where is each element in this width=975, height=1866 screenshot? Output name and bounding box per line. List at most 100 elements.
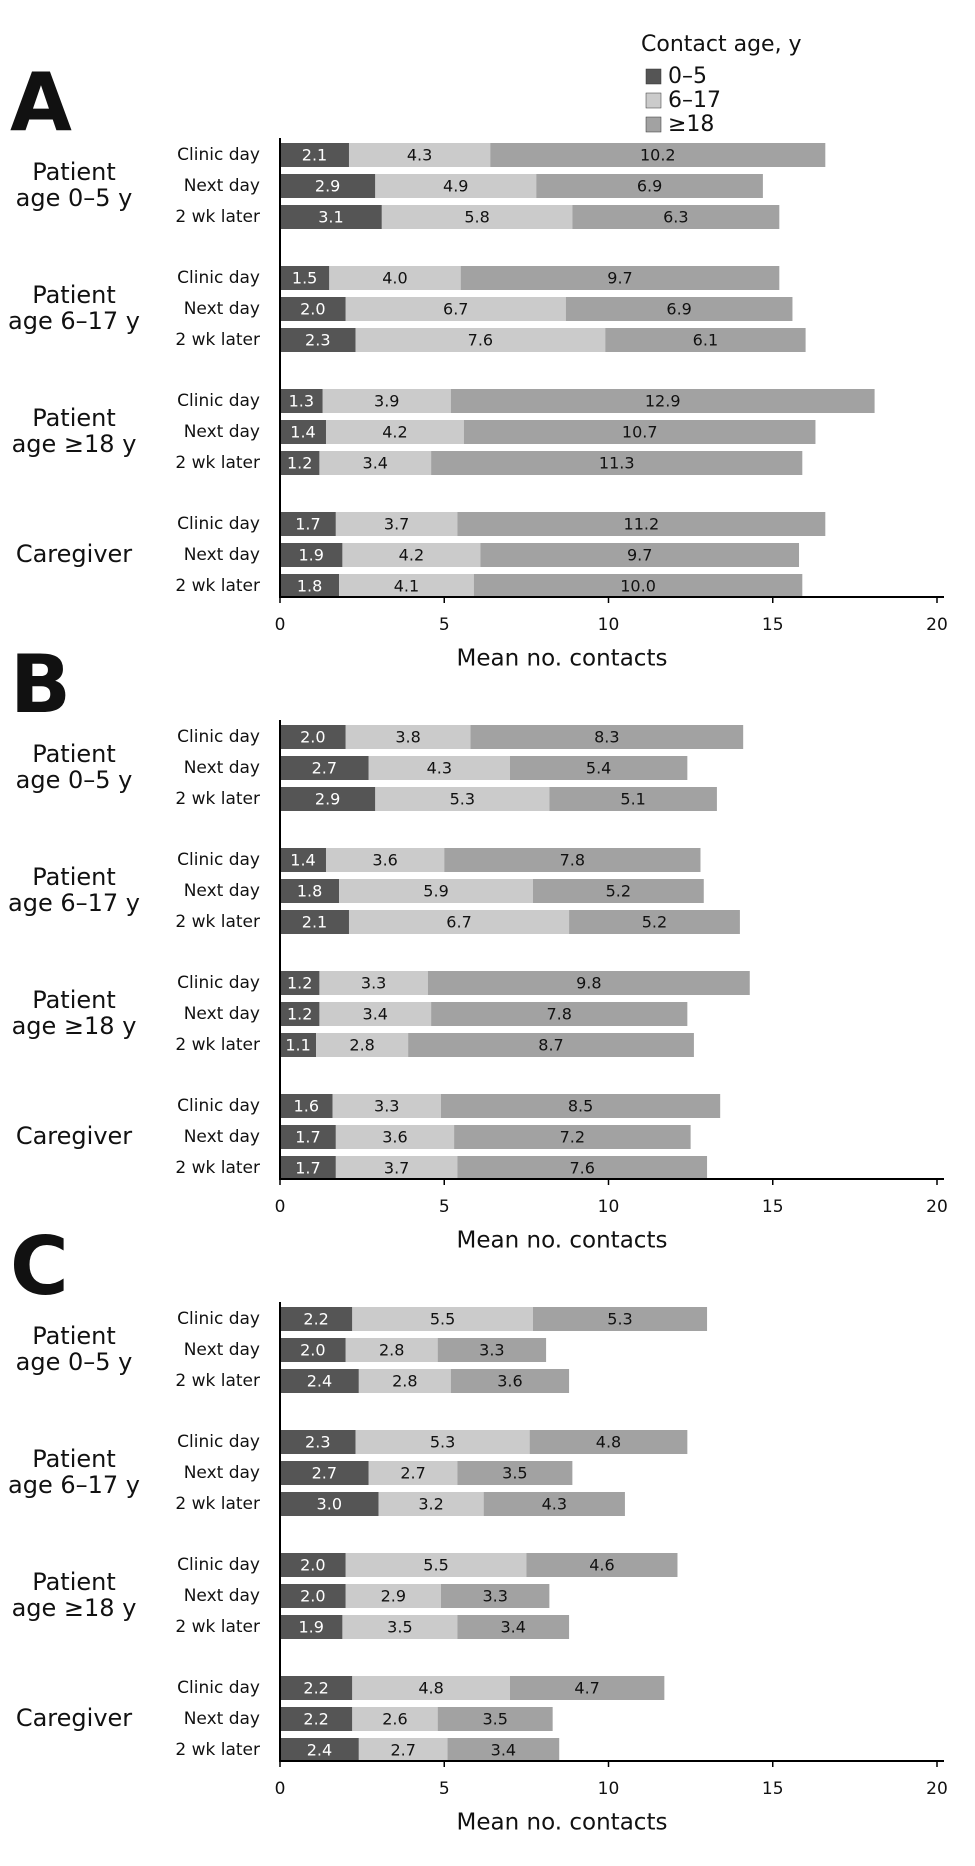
value-label: 3.4 — [501, 1618, 526, 1637]
bar-segment — [352, 1307, 533, 1331]
bar-segment — [280, 1553, 346, 1577]
value-label: 1.7 — [295, 515, 320, 534]
bar-segment — [572, 205, 780, 229]
value-label: 2.8 — [349, 1036, 374, 1055]
bar-segment — [352, 1707, 438, 1731]
legend-swatch — [645, 92, 662, 109]
bar-segment — [509, 1676, 665, 1700]
bar-segment — [345, 1584, 441, 1608]
bar-segment — [280, 725, 346, 749]
group-label: Patient — [32, 863, 116, 891]
x-axis-label: Mean no. contacts — [457, 646, 668, 672]
bar-segment — [358, 1369, 451, 1393]
panel-letter: B — [10, 638, 71, 731]
value-label: 11.3 — [599, 454, 635, 473]
value-label: 12.9 — [645, 392, 681, 411]
group-label: Patient — [32, 740, 116, 768]
group-label: age 6–17 y — [8, 307, 140, 335]
bar-segment — [280, 910, 349, 934]
value-label: 1.1 — [285, 1036, 310, 1055]
bar-segment — [280, 1156, 336, 1180]
value-label: 3.9 — [374, 392, 399, 411]
bar-segment — [316, 1033, 409, 1057]
value-label: 2.6 — [382, 1710, 407, 1729]
bar-segment — [437, 1707, 553, 1731]
value-label: 2.1 — [302, 913, 327, 932]
x-tick-label: 0 — [275, 615, 286, 635]
row-label: 2 wk later — [175, 1617, 260, 1637]
value-label: 3.7 — [384, 515, 409, 534]
value-label: 4.3 — [427, 759, 452, 778]
bar-segment — [470, 725, 744, 749]
panel-letter: A — [10, 56, 72, 149]
value-label: 4.1 — [394, 577, 419, 596]
value-label: 3.4 — [363, 1005, 388, 1024]
value-label: 3.1 — [318, 208, 343, 227]
bar-segment — [345, 1553, 527, 1577]
bar-segment — [431, 1002, 688, 1026]
bar-segment — [509, 756, 688, 780]
bar-segment — [280, 1676, 353, 1700]
value-label: 3.5 — [482, 1710, 507, 1729]
bar-segment — [408, 1033, 694, 1057]
bar-segment — [280, 420, 326, 444]
bar-segment — [280, 1584, 346, 1608]
value-label: 1.8 — [297, 577, 322, 596]
bar-segment — [483, 1492, 625, 1516]
value-label: 2.3 — [305, 1433, 330, 1452]
group-label: Patient — [32, 281, 116, 309]
value-label: 1.2 — [287, 1005, 312, 1024]
bar-segment — [457, 1461, 573, 1485]
bar-segment — [325, 420, 464, 444]
bar-segment — [280, 297, 346, 321]
row-label: 2 wk later — [175, 330, 260, 350]
bar-segment — [280, 1461, 369, 1485]
value-label: 7.8 — [560, 851, 585, 870]
bar-segment — [352, 1676, 510, 1700]
bar-segment — [280, 1338, 346, 1362]
bar-segment — [375, 787, 550, 811]
row-label: Clinic day — [177, 514, 260, 534]
value-label: 8.3 — [594, 728, 619, 747]
value-label: 3.7 — [384, 1159, 409, 1178]
value-label: 3.6 — [497, 1372, 522, 1391]
value-label: 9.7 — [627, 546, 652, 565]
value-label: 4.3 — [542, 1495, 567, 1514]
row-label: 2 wk later — [175, 1494, 260, 1514]
bar-segment — [332, 1094, 441, 1118]
group-label: age 6–17 y — [8, 1471, 140, 1499]
x-tick-label: 5 — [439, 1197, 450, 1217]
bar-segment — [569, 910, 740, 934]
bar-segment — [280, 266, 330, 290]
value-label: 1.9 — [298, 1618, 323, 1637]
value-label: 4.6 — [589, 1556, 614, 1575]
value-label: 6.3 — [663, 208, 688, 227]
bar-segment — [345, 725, 471, 749]
value-label: 1.4 — [290, 423, 315, 442]
bar-segment — [355, 1430, 530, 1454]
bar-segment — [431, 451, 803, 475]
bar-segment — [345, 297, 566, 321]
value-label: 5.5 — [423, 1556, 448, 1575]
x-tick-label: 10 — [598, 1779, 620, 1799]
bar-segment — [280, 174, 376, 198]
bar-segment — [325, 848, 445, 872]
value-label: 3.3 — [479, 1341, 504, 1360]
value-label: 1.7 — [295, 1128, 320, 1147]
value-label: 2.4 — [307, 1741, 332, 1760]
legend-label: ≥18 — [668, 112, 714, 137]
value-label: 2.2 — [303, 1679, 328, 1698]
bar-segment — [457, 1615, 570, 1639]
value-label: 9.7 — [607, 269, 632, 288]
row-label: 2 wk later — [175, 912, 260, 932]
group-label: Caregiver — [16, 1704, 132, 1732]
value-label: 3.8 — [395, 728, 420, 747]
group-label: age 6–17 y — [8, 889, 140, 917]
bar-segment — [319, 451, 432, 475]
bar-segment — [335, 1156, 458, 1180]
group-label: Patient — [32, 1568, 116, 1596]
bar-segment — [339, 574, 474, 598]
bar-segment — [280, 1707, 353, 1731]
value-label: 2.3 — [305, 331, 330, 350]
group-label: age 0–5 y — [16, 1348, 133, 1376]
